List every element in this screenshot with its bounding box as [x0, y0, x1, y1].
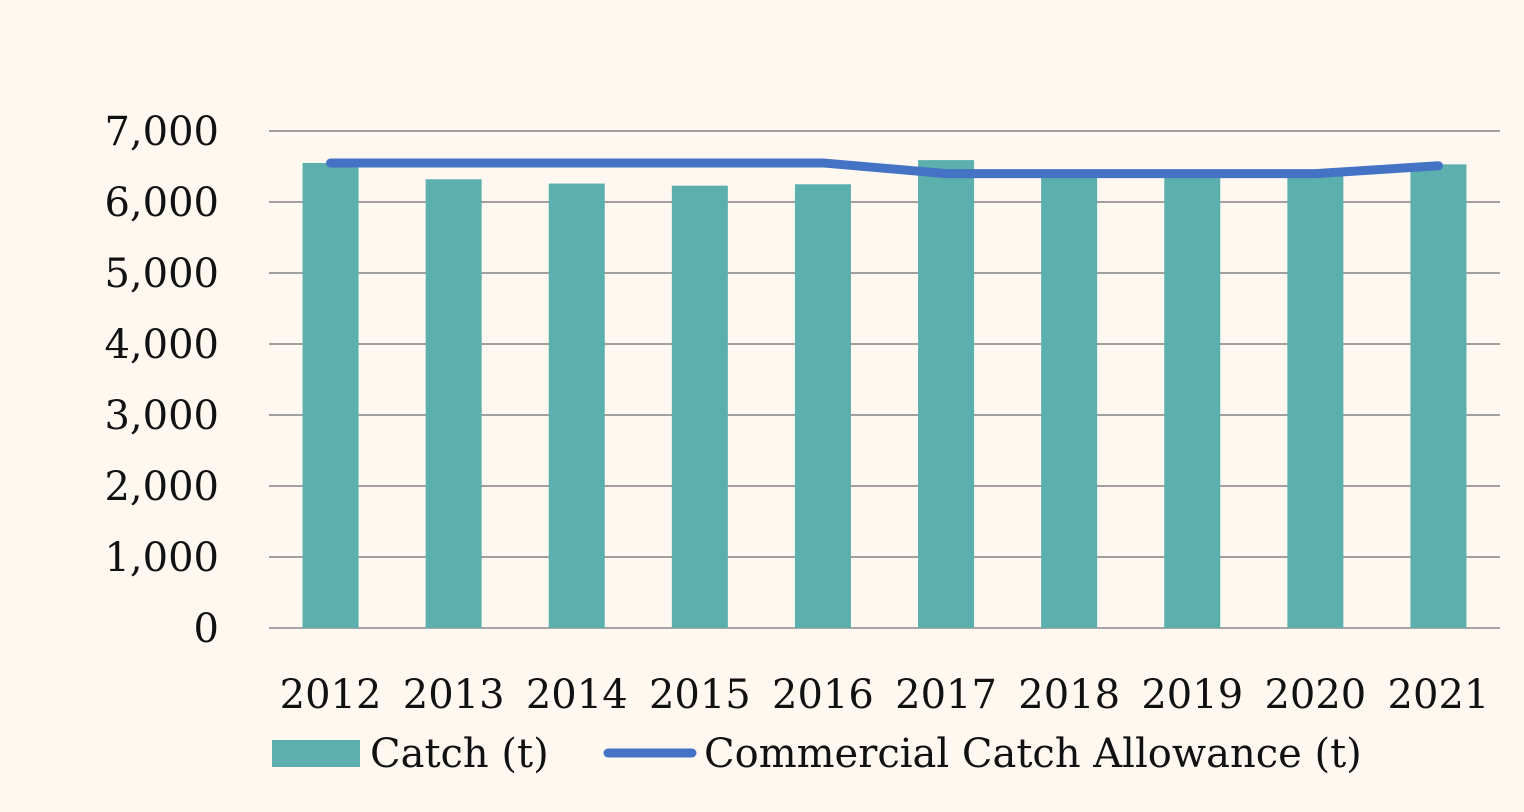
bar-catch-2014: [548, 183, 605, 629]
legend-label-allowance: Commercial Catch Allowance (t): [704, 731, 1362, 777]
legend-label-catch: Catch (t): [370, 731, 549, 777]
y-tick-label: 5,000: [104, 251, 219, 297]
x-tick-label-2012: 2012: [280, 672, 382, 718]
bar-catch-2015: [671, 185, 728, 629]
bar-catch-2012: [302, 162, 359, 628]
line-series: [326, 158, 1443, 179]
bar-series: [302, 160, 1467, 629]
y-tick-label: 3,000: [104, 393, 219, 439]
y-tick-label: 4,000: [104, 322, 219, 368]
y-tick-label: 0: [194, 606, 219, 652]
x-tick-label-2016: 2016: [772, 672, 874, 718]
x-tick-label-2020: 2020: [1264, 672, 1366, 718]
legend-swatch-catch: [272, 740, 360, 767]
bar-catch-2019: [1164, 171, 1221, 628]
x-tick-label-2014: 2014: [526, 672, 628, 718]
y-axis: 0 1,000 2,000 3,000 4,000 5,000 6,000 7,000: [104, 109, 219, 652]
x-tick-label-2017: 2017: [895, 672, 997, 718]
y-tick-label: 2,000: [104, 464, 219, 510]
x-tick-label-2013: 2013: [403, 672, 505, 718]
y-tick-label: 7,000: [104, 109, 219, 155]
y-tick-label: 6,000: [104, 180, 219, 226]
y-tick-label: 1,000: [104, 535, 219, 581]
x-tick-label-2018: 2018: [1018, 672, 1120, 718]
bar-catch-2016: [794, 184, 851, 628]
bar-catch-2018: [1041, 170, 1098, 629]
bar-catch-2020: [1287, 172, 1344, 628]
bar-catch-2021: [1410, 164, 1467, 628]
x-tick-label-2015: 2015: [649, 672, 751, 718]
x-tick-label-2019: 2019: [1141, 672, 1243, 718]
x-axis: 2012 2013 2014 2015 2016 2017 2018 2019 2020 2021: [280, 672, 1490, 718]
bar-catch-2017: [918, 160, 975, 629]
line-commercial-catch-allowance: [326, 158, 1443, 179]
x-tick-label-2021: 2021: [1388, 672, 1490, 718]
legend: Catch (t) Commercial Catch Allowance (t): [272, 731, 1362, 777]
bar-catch-2013: [425, 179, 482, 628]
